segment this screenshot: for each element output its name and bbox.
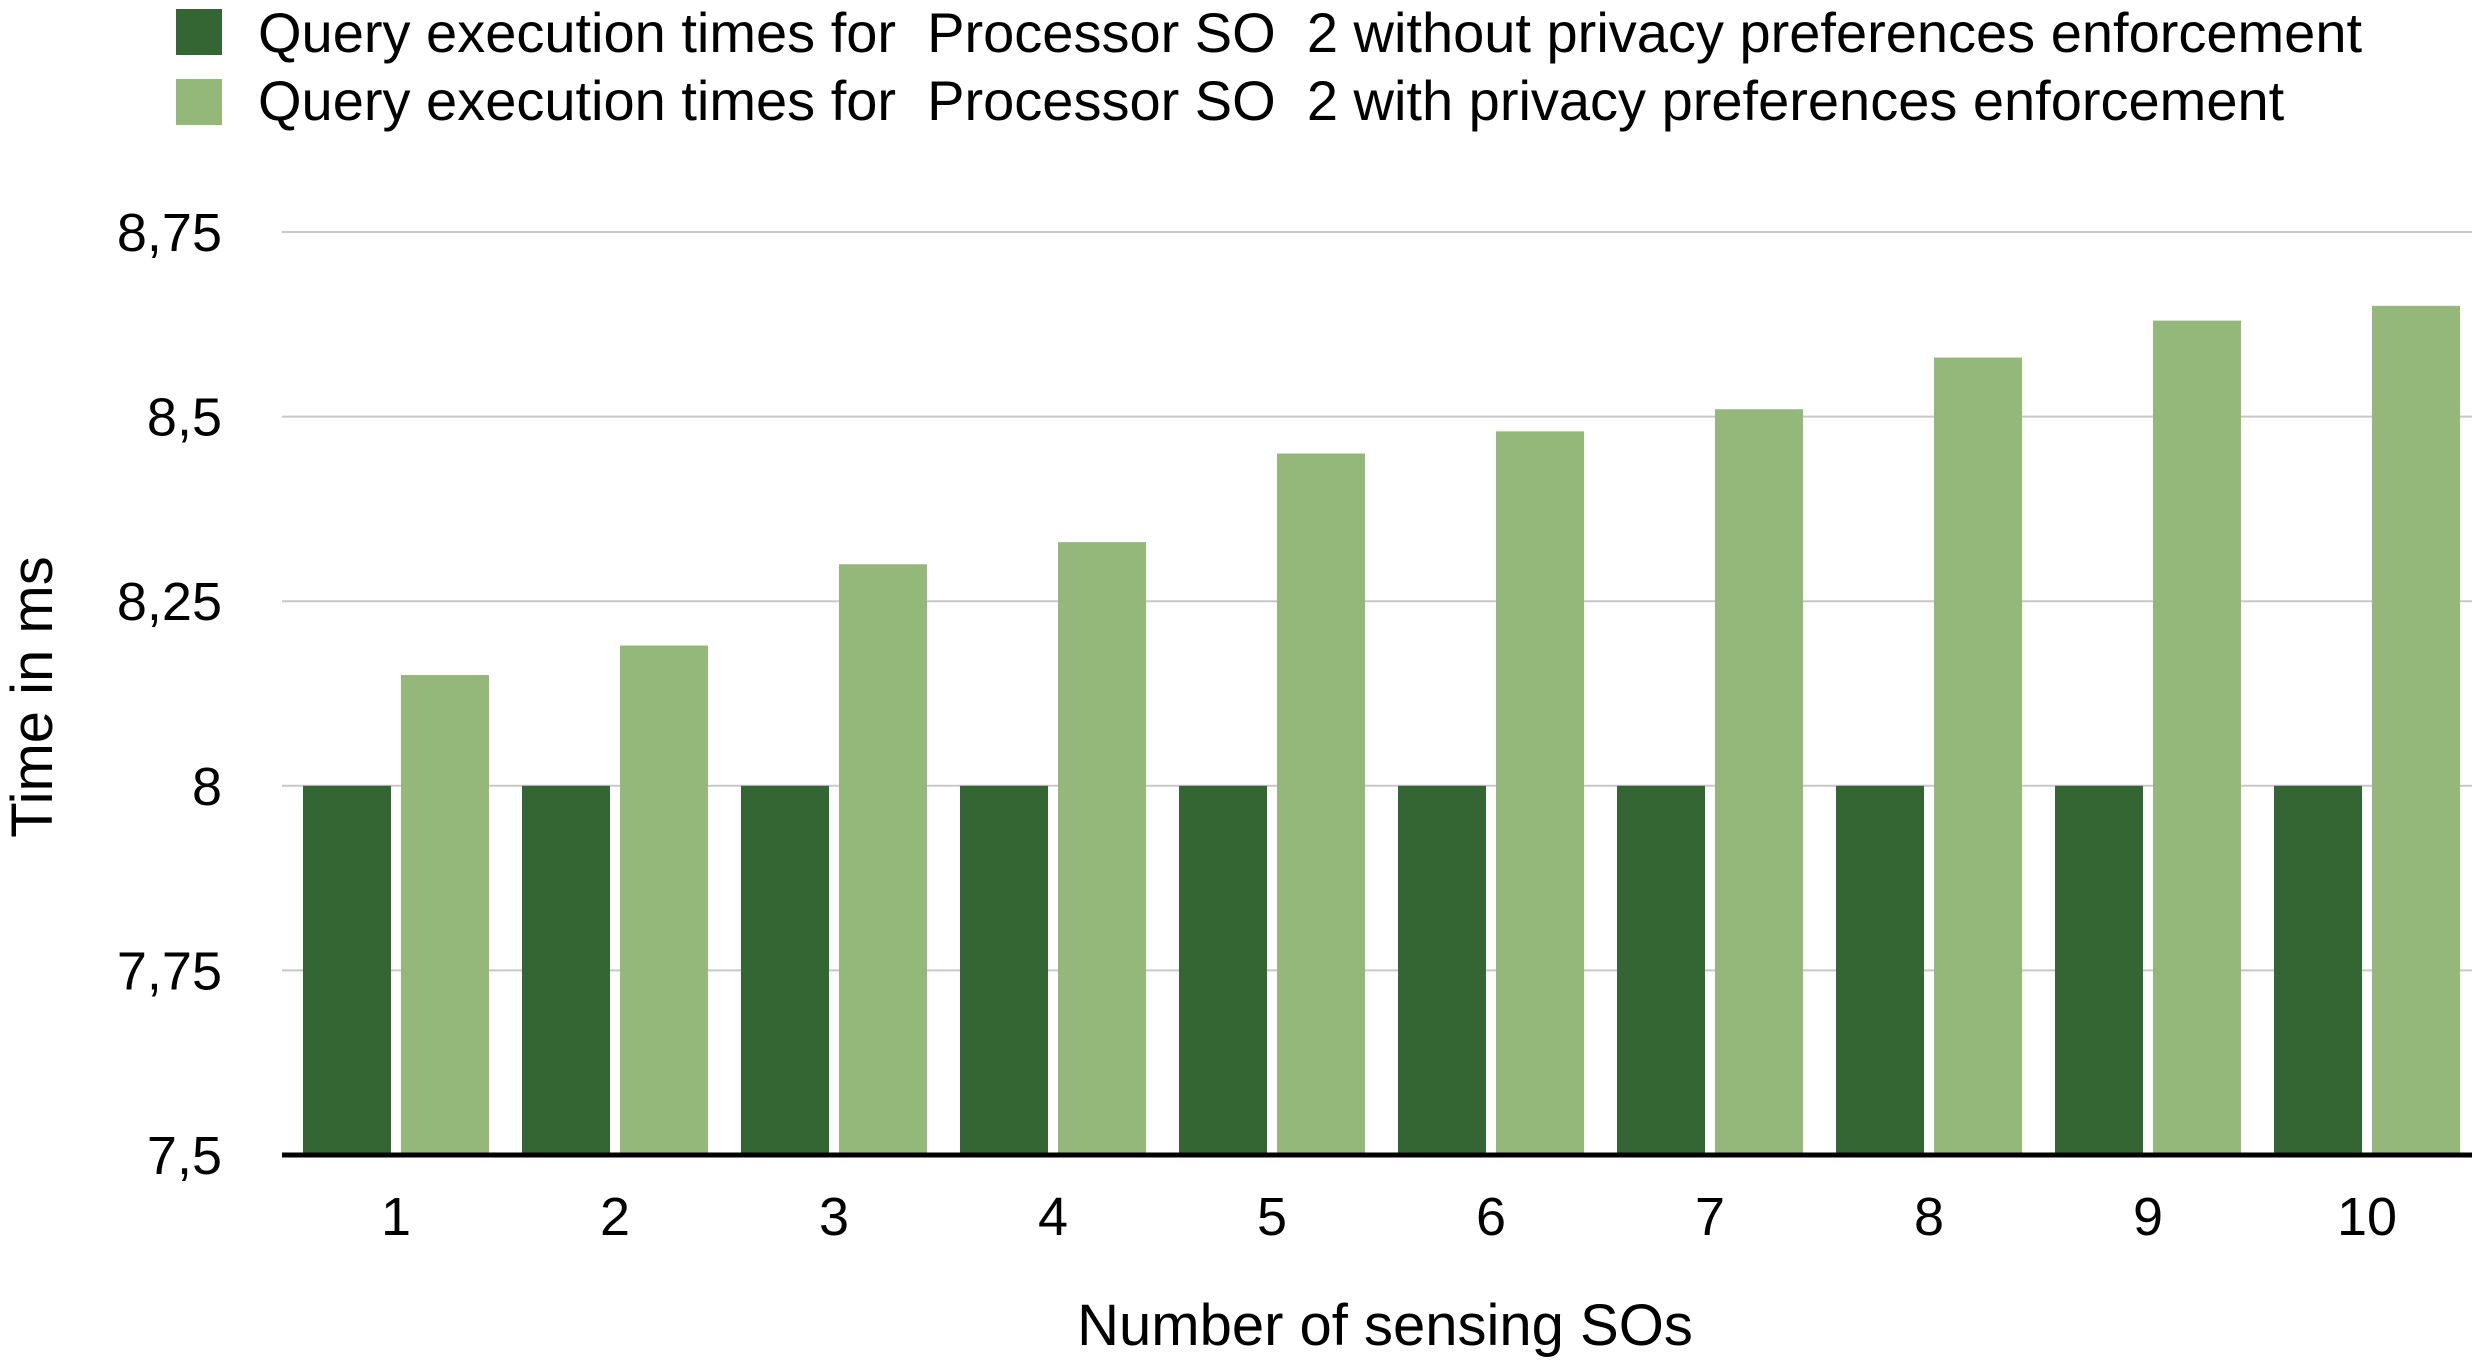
bar-with-enforcement <box>1715 409 1803 1155</box>
x-tick-label: 1 <box>381 1187 411 1247</box>
bar-with-enforcement <box>2153 320 2241 1155</box>
x-tick-label: 4 <box>1038 1187 1068 1247</box>
x-tick-label: 8 <box>1914 1187 1944 1247</box>
y-tick-label: 7,75 <box>117 941 222 1001</box>
bar-with-enforcement <box>1496 431 1584 1155</box>
y-tick-label: 8,5 <box>147 388 222 448</box>
bar-with-enforcement <box>1934 357 2022 1155</box>
bar-with-enforcement <box>401 675 489 1155</box>
legend-swatch-without-enforcement <box>176 9 222 55</box>
bar-with-enforcement <box>2372 305 2460 1156</box>
bar-without-enforcement <box>1836 785 1924 1155</box>
y-tick-label: 8,75 <box>117 203 222 263</box>
bar-without-enforcement <box>1398 785 1486 1155</box>
bar-without-enforcement <box>303 785 391 1155</box>
gridlines <box>282 231 2472 972</box>
legend: Query execution times for Processor SO 2… <box>176 1 2362 132</box>
bar-without-enforcement <box>1617 785 1705 1155</box>
bar-with-enforcement <box>1058 542 1146 1155</box>
bar-without-enforcement <box>1179 785 1267 1155</box>
x-tick-label: 2 <box>600 1187 630 1247</box>
bar-without-enforcement <box>960 785 1048 1155</box>
bar-with-enforcement <box>620 645 708 1155</box>
x-tick-label: 6 <box>1476 1187 1506 1247</box>
y-tick-label: 8,25 <box>117 572 222 632</box>
legend-swatch-with-enforcement <box>176 79 222 125</box>
y-tick-label: 8 <box>192 757 222 817</box>
x-tick-label: 5 <box>1257 1187 1287 1247</box>
bar-without-enforcement <box>741 785 829 1155</box>
x-tick-label: 7 <box>1695 1187 1725 1247</box>
bars <box>303 305 2460 1156</box>
bar-without-enforcement <box>2055 785 2143 1155</box>
y-axis-title: Time in ms <box>0 556 65 837</box>
x-tick-label: 3 <box>819 1187 849 1247</box>
bar-with-enforcement <box>839 564 927 1155</box>
x-axis-title: Number of sensing SOs <box>1077 1293 1693 1358</box>
bar-without-enforcement <box>2274 785 2362 1155</box>
legend-label-without-enforcement: Query execution times for Processor SO 2… <box>258 1 2362 64</box>
bar-with-enforcement <box>1277 453 1365 1155</box>
bar-without-enforcement <box>522 785 610 1155</box>
x-tick-label: 9 <box>2133 1187 2163 1247</box>
y-axis-ticks: 7,5 7,75 8 8,25 8,5 8,75 <box>117 203 222 1186</box>
y-tick-label: 7,5 <box>147 1126 222 1186</box>
x-axis-ticks: 1 2 3 4 5 6 7 8 9 10 <box>381 1187 2397 1247</box>
x-tick-label: 10 <box>2337 1187 2397 1247</box>
legend-label-with-enforcement: Query execution times for Processor SO 2… <box>258 69 2285 132</box>
